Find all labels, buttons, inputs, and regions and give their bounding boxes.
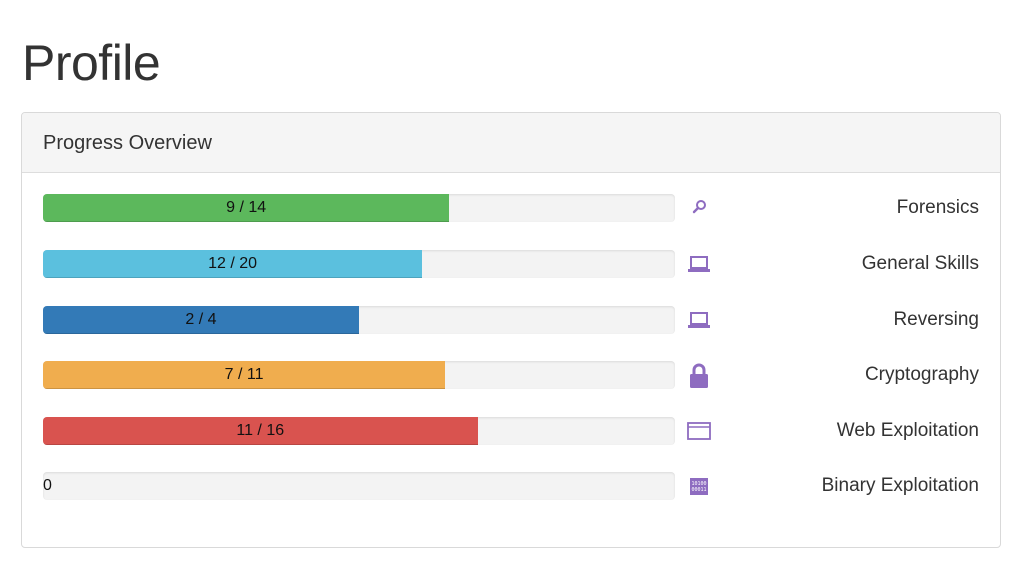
progress-row-reversing: 2 / 4 Reversing bbox=[22, 306, 1000, 334]
progress-label-binary-exploitation: 0 bbox=[43, 477, 52, 494]
progress-fill-reversing bbox=[43, 306, 359, 334]
category-name-cryptography: Cryptography bbox=[864, 364, 979, 385]
page-title: Profile bbox=[22, 35, 161, 91]
category-name-binary-exploitation: Binary Exploitation bbox=[821, 475, 979, 496]
lock-icon bbox=[690, 363, 708, 388]
progress-label-web-exploitation: 11 / 16 bbox=[236, 422, 285, 439]
panel-heading: Progress Overview bbox=[22, 113, 1000, 173]
progress-row-general-skills: 12 / 20 General Skills bbox=[22, 250, 1000, 278]
progress-track: 2 / 4 bbox=[43, 306, 675, 334]
magnifier-icon bbox=[692, 200, 706, 214]
binary-icon: 10100 00011 bbox=[690, 478, 708, 495]
category-name-reversing: Reversing bbox=[893, 309, 979, 330]
category-name-web-exploitation: Web Exploitation bbox=[836, 420, 979, 441]
progress-label-cryptography: 7 / 11 bbox=[224, 366, 264, 383]
laptop-icon bbox=[688, 312, 710, 328]
svg-text:10100: 10100 bbox=[691, 481, 706, 487]
progress-track: 12 / 20 bbox=[43, 250, 675, 278]
progress-track: 9 / 14 bbox=[43, 194, 675, 222]
category-name-forensics: Forensics bbox=[896, 197, 979, 218]
progress-row-binary-exploitation: 0 10100 00011 Binary Exploitation bbox=[22, 472, 1000, 500]
browser-window-icon bbox=[687, 422, 711, 440]
svg-text:00011: 00011 bbox=[691, 487, 706, 493]
progress-fill-cryptography bbox=[43, 361, 446, 389]
progress-label-forensics: 9 / 14 bbox=[226, 199, 267, 216]
progress-label-reversing: 2 / 4 bbox=[185, 311, 217, 328]
progress-track bbox=[43, 472, 675, 500]
laptop-icon bbox=[688, 256, 710, 272]
progress-overview-panel: Progress Overview 9 / 14 Forensics 12 / … bbox=[21, 112, 1001, 548]
progress-fill-forensics bbox=[43, 194, 450, 222]
progress-row-web-exploitation: 11 / 16 Web Exploitation bbox=[22, 417, 1000, 445]
progress-row-cryptography: 7 / 11 Cryptography bbox=[22, 361, 1000, 389]
category-name-general-skills: General Skills bbox=[861, 253, 979, 274]
progress-row-forensics: 9 / 14 Forensics bbox=[22, 194, 1000, 222]
progress-track: 7 / 11 bbox=[43, 361, 675, 389]
progress-track: 11 / 16 bbox=[43, 417, 675, 445]
progress-fill-web-exploitation bbox=[43, 417, 478, 445]
progress-label-general-skills: 12 / 20 bbox=[208, 255, 258, 272]
progress-fill-general-skills bbox=[43, 250, 423, 278]
